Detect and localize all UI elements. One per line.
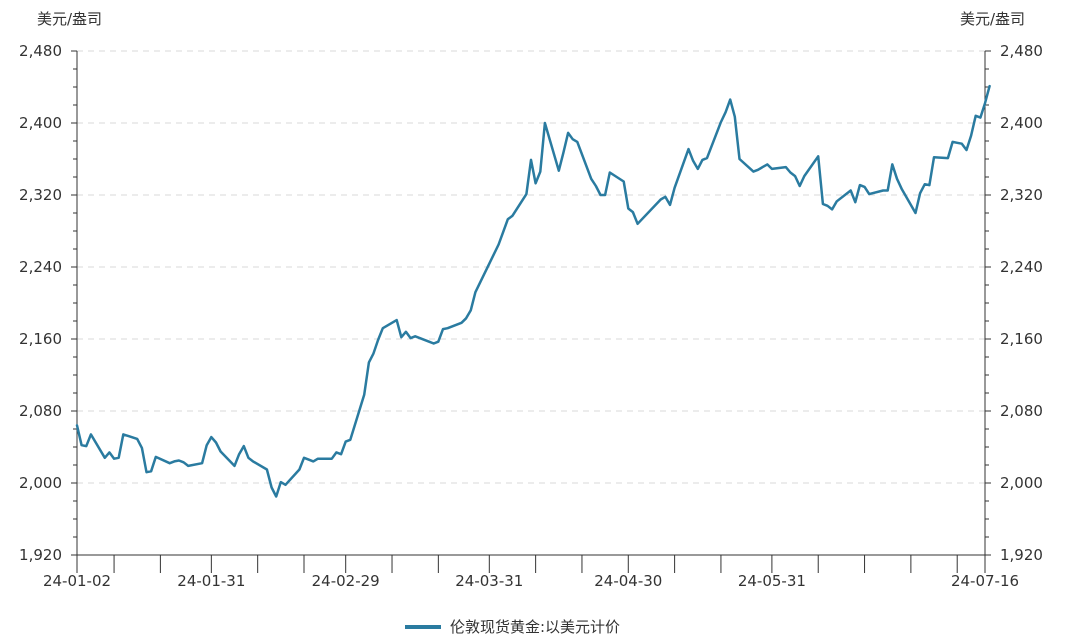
series-line (75, 84, 991, 498)
x-tick-label: 24-04-30 (594, 572, 662, 590)
x-tick-label: 24-07-16 (951, 572, 1019, 590)
y-tick-label-right: 2,480 (1000, 42, 1043, 60)
y-axis-left-ticks: 1,920 2,000 2,080 2,160 2,240 2,320 2,400 2,480 (19, 42, 77, 564)
y-tick-label-left: 2,080 (19, 402, 62, 420)
y-unit-left: 美元/盎司 (37, 10, 102, 28)
y-tick-label-left: 2,400 (19, 114, 62, 132)
y-tick-label-left: 1,920 (19, 546, 62, 564)
y-tick-label-left: 2,000 (19, 474, 62, 492)
y-unit-right: 美元/盎司 (960, 10, 1025, 28)
x-tick-label: 24-03-31 (455, 572, 523, 590)
y-axis-right-ticks: 1,920 2,000 2,080 2,160 2,240 2,320 2,400 2,480 (985, 42, 1043, 564)
y-tick-label-right: 2,240 (1000, 258, 1043, 276)
y-tick-label-right: 2,000 (1000, 474, 1043, 492)
grid-lines (77, 50, 985, 484)
x-axis-ticks: 24-01-02 24-01-31 24-02-29 24-03-31 24-04-30… (43, 555, 1019, 590)
x-tick-label: 24-02-29 (312, 572, 380, 590)
y-tick-label-right: 2,320 (1000, 186, 1043, 204)
x-tick-label: 24-05-31 (738, 572, 806, 590)
legend-label: 伦敦现货黄金:以美元计价 (450, 618, 620, 636)
y-tick-label-left: 2,320 (19, 186, 62, 204)
y-tick-label-left: 2,480 (19, 42, 62, 60)
y-tick-label-right: 2,160 (1000, 330, 1043, 348)
legend: 伦敦现货黄金:以美元计价 (405, 618, 620, 636)
y-tick-label-right: 2,080 (1000, 402, 1043, 420)
x-tick-label: 24-01-31 (177, 572, 245, 590)
y-tick-label-left: 2,240 (19, 258, 62, 276)
series-layer (75, 84, 991, 498)
y-tick-label-right: 1,920 (1000, 546, 1043, 564)
x-tick-label: 24-01-02 (43, 572, 111, 590)
y-tick-label-right: 2,400 (1000, 114, 1043, 132)
axes (76, 51, 986, 556)
y-tick-label-left: 2,160 (19, 330, 62, 348)
